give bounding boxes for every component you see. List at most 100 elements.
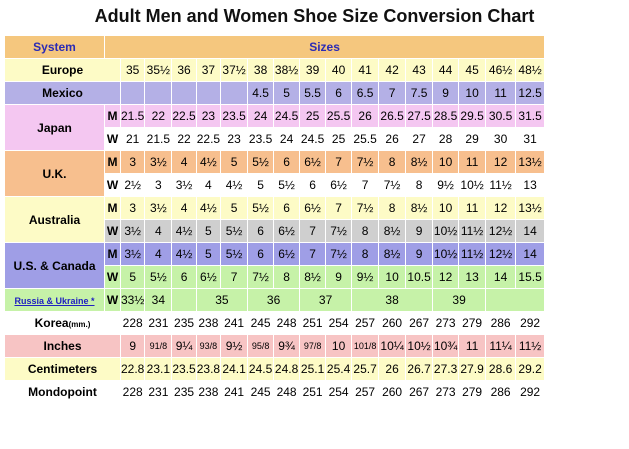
conversion-table: System Sizes Europe 35 35½ 36 37 37½ 38 … (4, 35, 546, 404)
size-cell: 241 (220, 311, 249, 335)
size-cell (485, 288, 546, 312)
size-cell: 273 (432, 380, 460, 404)
size-cell: 22.5 (171, 104, 197, 128)
size-cell: 4 (144, 219, 173, 243)
size-cell: 4 (171, 150, 197, 174)
size-cell: 6½ (273, 242, 301, 266)
size-cell: 4 (171, 196, 197, 220)
gender-marker: M (104, 242, 121, 266)
size-cell: 25.7 (351, 357, 380, 381)
size-cell: 267 (405, 311, 434, 335)
row-us-women: W 5 5½ 6 6½ 7 7½ 8 8½ 9 9½ 10 10.5 12 13… (4, 265, 546, 289)
size-cell: 14 (515, 242, 546, 266)
size-cell: 24.5 (299, 127, 327, 151)
size-cell: 42 (378, 58, 407, 82)
size-cell: 22.5 (195, 127, 222, 151)
size-cell: 39 (432, 288, 487, 312)
size-cell: 26 (351, 104, 380, 128)
size-cell: 97/8 (299, 334, 327, 358)
size-cell: 11½ (458, 219, 487, 243)
size-cell: 9 (432, 81, 460, 105)
row-label: Mexico (4, 81, 121, 105)
size-cell: 46½ (485, 58, 517, 82)
size-cell: 39 (299, 58, 327, 82)
size-cell: 29.2 (515, 357, 546, 381)
size-cell: 22 (171, 127, 197, 151)
size-cell: 4½ (171, 242, 197, 266)
row-label: Inches (4, 334, 121, 358)
size-cell: 7½ (351, 150, 380, 174)
size-cell: 24.5 (247, 357, 275, 381)
size-cell: 245 (247, 380, 275, 404)
size-cell: 24.1 (220, 357, 249, 381)
sizes-header: Sizes (103, 35, 546, 59)
size-cell: 231 (144, 311, 173, 335)
size-cell: 6 (247, 219, 275, 243)
size-cell: 11 (485, 81, 517, 105)
size-cell: 286 (485, 311, 517, 335)
row-japan-men: Japan M 21.5 22 22.5 23 23.5 24 24.5 25 … (4, 104, 546, 151)
size-cell: 7 (299, 219, 327, 243)
size-cell: 26 (378, 127, 407, 151)
row-label: Europe (4, 58, 121, 82)
size-cell: 7½ (378, 173, 407, 197)
korea-label: Korea (34, 316, 69, 330)
size-cell: 12½ (485, 219, 517, 243)
size-cell: 14 (485, 265, 517, 289)
russia-ukraine-link[interactable]: Russia & Ukraine * (4, 288, 105, 312)
size-cell: 5 (195, 242, 222, 266)
size-cell: 25.1 (299, 357, 327, 381)
size-cell: 3½ (144, 150, 173, 174)
size-cell: 7 (351, 173, 380, 197)
size-cell: 4.5 (247, 81, 275, 105)
size-cell: 23.5 (171, 357, 197, 381)
size-cell: 93/8 (195, 334, 222, 358)
size-cell: 6½ (299, 150, 327, 174)
size-cell: 5½ (220, 219, 249, 243)
size-cell: 10 (432, 150, 460, 174)
size-cell: 6½ (195, 265, 222, 289)
row-label[interactable]: Russia & Ukraine * (14, 296, 95, 306)
size-cell: 11½ (515, 334, 546, 358)
size-cell: 9 (119, 334, 146, 358)
size-cell: 10 (325, 334, 353, 358)
size-cell: 21.5 (144, 127, 173, 151)
size-cell: 6½ (325, 173, 353, 197)
size-cell: 9½ (220, 334, 249, 358)
size-cell: 6 (273, 150, 301, 174)
size-cell: 292 (515, 311, 546, 335)
size-cell: 29.5 (458, 104, 487, 128)
gender-marker: W (104, 265, 121, 289)
size-cell: 3½ (144, 196, 173, 220)
row-uk-women: W 2½ 3 3½ 4 4½ 5 5½ 6 6½ 7 7½ 8 9½ 10½ 1… (4, 173, 546, 197)
size-cell: 238 (195, 380, 222, 404)
size-cell: 10½ (432, 242, 460, 266)
size-cell (220, 81, 249, 105)
size-cell (144, 81, 173, 105)
row-korea: Korea(mm.) 228 231 235 238 241 245 248 2… (4, 311, 546, 335)
size-cell: 5 (247, 173, 275, 197)
size-cell: 29 (458, 127, 487, 151)
size-cell: 11 (458, 196, 487, 220)
size-cell: 23.5 (220, 104, 249, 128)
size-cell: 31.5 (515, 104, 546, 128)
size-cell: 7½ (325, 219, 353, 243)
size-cell: 11½ (458, 242, 487, 266)
size-cell: 238 (195, 311, 222, 335)
size-cell: 6 (247, 242, 275, 266)
row-australia-men: Australia M 3 3½ 4 4½ 5 5½ 6 6½ 7 7½ 8 8… (4, 196, 546, 243)
size-cell: 37½ (220, 58, 249, 82)
row-uk-men: U.K. M 3 3½ 4 4½ 5 5½ 6 6½ 7 7½ 8 8½ 10 … (4, 150, 546, 197)
size-cell: 15.5 (515, 265, 546, 289)
size-cell: 9 (405, 219, 434, 243)
size-cell: 292 (515, 380, 546, 404)
size-cell: 38 (247, 58, 275, 82)
size-cell: 27.9 (458, 357, 487, 381)
size-cell: 41 (351, 58, 380, 82)
size-cell: 8 (273, 265, 301, 289)
size-cell: 33½ (119, 288, 146, 312)
size-cell: 91/8 (144, 334, 173, 358)
size-cell: 21 (119, 127, 146, 151)
size-cell: 10½ (432, 219, 460, 243)
size-cell: 13½ (515, 196, 546, 220)
